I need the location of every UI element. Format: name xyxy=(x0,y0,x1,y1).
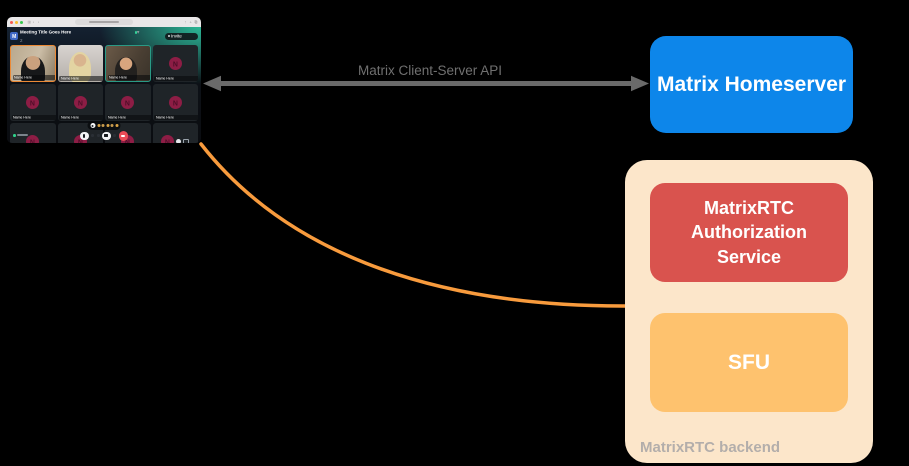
homeserver-label: Matrix Homeserver xyxy=(656,72,847,96)
avatar-tile: N xyxy=(152,123,198,143)
microphone-button xyxy=(80,131,89,140)
hangup-button xyxy=(118,131,128,141)
url-text-placeholder xyxy=(89,21,119,23)
browser-toolbar-icons: ↑ + ⧉ xyxy=(183,17,198,28)
participant-count: 2 xyxy=(20,37,23,43)
back-icon: ‹ xyxy=(32,19,35,25)
arrowhead-left xyxy=(203,75,221,92)
pager-current-icon xyxy=(90,122,96,129)
mini-square-icon xyxy=(183,138,190,143)
pager-dot-icon xyxy=(115,124,118,127)
close-window-icon xyxy=(10,20,13,24)
camera-button xyxy=(102,131,111,140)
browser-chrome: ⊞ ‹ › ↑ + ⧉ xyxy=(7,17,201,27)
matrix-homeserver-box: Matrix Homeserver xyxy=(650,36,853,133)
api-label: Matrix Client-Server API xyxy=(357,63,503,78)
call-app-screenshot: ⊞ ‹ › ↑ + ⧉ M Meeting Title Goes Here ▾ xyxy=(7,17,201,143)
encryption-dot-icon xyxy=(134,31,138,34)
avatar-tile: N Name Here xyxy=(152,45,198,82)
tabs-icon: ⧉ xyxy=(194,19,198,25)
minimize-window-icon xyxy=(15,20,18,24)
avatar: N xyxy=(168,57,182,70)
avatar: N xyxy=(26,96,40,109)
sidebar-icon: ⊞ xyxy=(27,19,31,25)
avatar: N xyxy=(121,135,135,143)
traffic-lights xyxy=(10,20,23,24)
participant-name-label: Name Here xyxy=(154,114,198,120)
avatar: N xyxy=(168,96,182,109)
call-app-content: M Meeting Title Goes Here ▾ 2 Invite Nam xyxy=(7,27,201,143)
call-controls xyxy=(80,131,128,141)
participant-name-label: Name Here xyxy=(59,75,103,81)
forward-icon: › xyxy=(37,19,40,25)
backend-label: MatrixRTC backend xyxy=(640,439,781,456)
sharing-label-placeholder xyxy=(16,134,28,137)
sfu-label: SFU xyxy=(728,350,770,374)
participant-name-label: Name Here xyxy=(107,74,150,80)
green-dot-icon xyxy=(13,134,16,137)
sharing-indicator xyxy=(13,134,28,137)
avatar-tile-sharing: N xyxy=(10,123,56,143)
meeting-info: Meeting Title Goes Here ▾ 2 xyxy=(20,30,142,42)
sfu-connection-curve xyxy=(199,142,629,308)
zoom-window-icon xyxy=(20,20,23,24)
chevron-down-icon: ▾ xyxy=(137,30,140,35)
avatar: N xyxy=(73,96,87,109)
avatar-tile: N Name Here xyxy=(152,84,198,121)
avatar: N xyxy=(161,135,175,143)
sfu-box: SFU xyxy=(650,313,848,412)
participant-pager xyxy=(87,121,121,130)
pager-dot-icon xyxy=(110,124,114,127)
address-bar xyxy=(75,19,133,25)
pager-dot-icon xyxy=(101,124,105,127)
avatar: N xyxy=(121,96,135,109)
matrixrtc-backend-container: MatrixRTC Authorization Service SFU Matr… xyxy=(625,160,873,463)
mini-control-icon xyxy=(96,134,100,138)
participant-name-label: Name Here xyxy=(154,75,198,81)
person-icon xyxy=(167,34,171,38)
avatar: N xyxy=(26,135,40,143)
avatar-tile: N Name Here xyxy=(57,84,103,121)
meeting-title: Meeting Title Goes Here ▾ xyxy=(20,30,140,35)
participant-name-label: Name Here xyxy=(11,114,56,120)
avatar-tile: N Name Here xyxy=(105,84,151,121)
tile-mini-icons xyxy=(176,138,190,143)
participant-name-label: Name Here xyxy=(106,114,151,120)
video-tile-speaker: Name Here xyxy=(10,45,56,82)
avatar-tile: N Name Here xyxy=(10,84,56,121)
mini-control-icon xyxy=(91,134,94,138)
call-header: M Meeting Title Goes Here ▾ 2 Invite xyxy=(7,27,201,45)
video-tile: Name Here xyxy=(105,45,151,82)
invite-button: Invite xyxy=(164,32,198,40)
client-server-arrow xyxy=(203,75,649,92)
auth-service-label: MatrixRTC Authorization Service xyxy=(691,198,807,267)
share-icon: ↑ xyxy=(184,19,187,25)
video-tile: Name Here xyxy=(57,45,103,82)
mini-circle-icon xyxy=(176,139,182,143)
room-avatar: M xyxy=(10,32,18,40)
video-grid: Name Here Name Here Name Here N Name Her… xyxy=(10,45,198,143)
pager-dot-icon xyxy=(97,124,100,127)
mini-control-icon xyxy=(113,134,116,138)
avatar: N xyxy=(73,135,87,143)
participant-name-label: Name Here xyxy=(59,114,103,120)
arrowhead-right xyxy=(631,75,649,92)
pager-dot-icon xyxy=(106,124,109,127)
new-tab-icon: + xyxy=(189,19,192,25)
participant-name-label: Name Here xyxy=(12,74,55,80)
auth-service-box: MatrixRTC Authorization Service xyxy=(650,183,848,282)
